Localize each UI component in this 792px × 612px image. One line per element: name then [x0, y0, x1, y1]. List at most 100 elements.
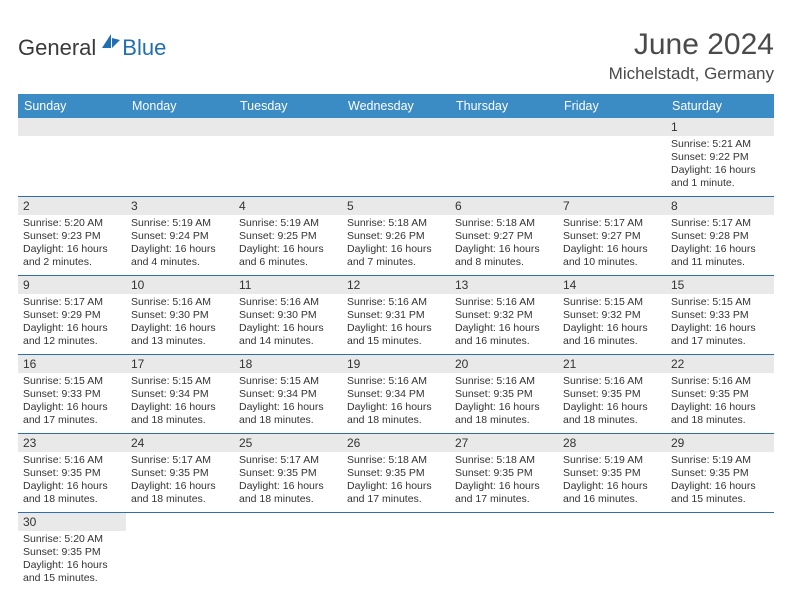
day-number: 8	[666, 197, 774, 215]
daylight-line: Daylight: 16 hours and 15 minutes.	[23, 559, 121, 585]
sunset-line: Sunset: 9:34 PM	[239, 388, 337, 401]
calendar-cell: 14Sunrise: 5:15 AMSunset: 9:32 PMDayligh…	[558, 276, 666, 355]
empty-daynum-strip	[450, 118, 558, 136]
daylight-line: Daylight: 16 hours and 18 minutes.	[455, 401, 553, 427]
calendar-cell-empty	[234, 118, 342, 197]
calendar-cell: 7Sunrise: 5:17 AMSunset: 9:27 PMDaylight…	[558, 197, 666, 276]
day-details: Sunrise: 5:18 AMSunset: 9:35 PMDaylight:…	[450, 452, 558, 509]
sunrise-line: Sunrise: 5:16 AM	[239, 296, 337, 309]
day-number: 11	[234, 276, 342, 294]
weekday-header: Wednesday	[342, 94, 450, 118]
sunset-line: Sunset: 9:27 PM	[563, 230, 661, 243]
day-details: Sunrise: 5:19 AMSunset: 9:25 PMDaylight:…	[234, 215, 342, 272]
sunset-line: Sunset: 9:30 PM	[239, 309, 337, 322]
calendar-cell: 24Sunrise: 5:17 AMSunset: 9:35 PMDayligh…	[126, 434, 234, 513]
sunrise-line: Sunrise: 5:16 AM	[455, 296, 553, 309]
calendar-cell-empty	[558, 118, 666, 197]
day-number: 4	[234, 197, 342, 215]
day-number: 28	[558, 434, 666, 452]
calendar-row: 9Sunrise: 5:17 AMSunset: 9:29 PMDaylight…	[18, 276, 774, 355]
calendar-cell: 11Sunrise: 5:16 AMSunset: 9:30 PMDayligh…	[234, 276, 342, 355]
sunrise-line: Sunrise: 5:19 AM	[563, 454, 661, 467]
day-details: Sunrise: 5:20 AMSunset: 9:35 PMDaylight:…	[18, 531, 126, 588]
day-details: Sunrise: 5:21 AMSunset: 9:22 PMDaylight:…	[666, 136, 774, 193]
day-number: 10	[126, 276, 234, 294]
calendar-cell-empty	[234, 513, 342, 592]
brand-text-dark: General	[18, 35, 96, 61]
weekday-header-row: SundayMondayTuesdayWednesdayThursdayFrid…	[18, 94, 774, 118]
calendar-body: 1Sunrise: 5:21 AMSunset: 9:22 PMDaylight…	[18, 118, 774, 591]
day-number: 29	[666, 434, 774, 452]
daylight-line: Daylight: 16 hours and 17 minutes.	[23, 401, 121, 427]
daylight-line: Daylight: 16 hours and 17 minutes.	[347, 480, 445, 506]
calendar-table: SundayMondayTuesdayWednesdayThursdayFrid…	[18, 94, 774, 591]
day-number: 21	[558, 355, 666, 373]
title-block: June 2024 Michelstadt, Germany	[609, 28, 774, 84]
day-number: 12	[342, 276, 450, 294]
sunrise-line: Sunrise: 5:16 AM	[131, 296, 229, 309]
calendar-cell: 15Sunrise: 5:15 AMSunset: 9:33 PMDayligh…	[666, 276, 774, 355]
calendar-cell: 28Sunrise: 5:19 AMSunset: 9:35 PMDayligh…	[558, 434, 666, 513]
sunset-line: Sunset: 9:30 PM	[131, 309, 229, 322]
daylight-line: Daylight: 16 hours and 10 minutes.	[563, 243, 661, 269]
day-number: 25	[234, 434, 342, 452]
daylight-line: Daylight: 16 hours and 15 minutes.	[671, 480, 769, 506]
sunset-line: Sunset: 9:22 PM	[671, 151, 769, 164]
day-details: Sunrise: 5:19 AMSunset: 9:35 PMDaylight:…	[666, 452, 774, 509]
calendar-cell: 29Sunrise: 5:19 AMSunset: 9:35 PMDayligh…	[666, 434, 774, 513]
calendar-cell: 19Sunrise: 5:16 AMSunset: 9:34 PMDayligh…	[342, 355, 450, 434]
calendar-row: 30Sunrise: 5:20 AMSunset: 9:35 PMDayligh…	[18, 513, 774, 592]
sunrise-line: Sunrise: 5:21 AM	[671, 138, 769, 151]
calendar-cell-empty	[126, 513, 234, 592]
calendar-row: 2Sunrise: 5:20 AMSunset: 9:23 PMDaylight…	[18, 197, 774, 276]
empty-daynum-strip	[558, 118, 666, 136]
sunrise-line: Sunrise: 5:18 AM	[347, 217, 445, 230]
calendar-cell: 17Sunrise: 5:15 AMSunset: 9:34 PMDayligh…	[126, 355, 234, 434]
sunset-line: Sunset: 9:25 PM	[239, 230, 337, 243]
daylight-line: Daylight: 16 hours and 16 minutes.	[563, 480, 661, 506]
sunset-line: Sunset: 9:34 PM	[131, 388, 229, 401]
day-number: 13	[450, 276, 558, 294]
sunrise-line: Sunrise: 5:19 AM	[671, 454, 769, 467]
sunset-line: Sunset: 9:35 PM	[671, 388, 769, 401]
calendar-cell-empty	[342, 513, 450, 592]
sunrise-line: Sunrise: 5:16 AM	[563, 375, 661, 388]
sunset-line: Sunset: 9:32 PM	[455, 309, 553, 322]
day-number: 17	[126, 355, 234, 373]
day-details: Sunrise: 5:15 AMSunset: 9:33 PMDaylight:…	[666, 294, 774, 351]
day-details: Sunrise: 5:16 AMSunset: 9:35 PMDaylight:…	[450, 373, 558, 430]
day-details: Sunrise: 5:17 AMSunset: 9:29 PMDaylight:…	[18, 294, 126, 351]
sunrise-line: Sunrise: 5:16 AM	[455, 375, 553, 388]
sunrise-line: Sunrise: 5:18 AM	[455, 217, 553, 230]
day-number: 19	[342, 355, 450, 373]
brand-text-blue: Blue	[122, 35, 166, 61]
daylight-line: Daylight: 16 hours and 13 minutes.	[131, 322, 229, 348]
calendar-cell: 12Sunrise: 5:16 AMSunset: 9:31 PMDayligh…	[342, 276, 450, 355]
day-number: 30	[18, 513, 126, 531]
daylight-line: Daylight: 16 hours and 17 minutes.	[671, 322, 769, 348]
calendar-cell: 9Sunrise: 5:17 AMSunset: 9:29 PMDaylight…	[18, 276, 126, 355]
daylight-line: Daylight: 16 hours and 17 minutes.	[455, 480, 553, 506]
calendar-cell: 27Sunrise: 5:18 AMSunset: 9:35 PMDayligh…	[450, 434, 558, 513]
weekday-header: Sunday	[18, 94, 126, 118]
month-title: June 2024	[609, 28, 774, 62]
day-number: 15	[666, 276, 774, 294]
weekday-header: Saturday	[666, 94, 774, 118]
day-details: Sunrise: 5:16 AMSunset: 9:35 PMDaylight:…	[18, 452, 126, 509]
calendar-cell-empty	[342, 118, 450, 197]
daylight-line: Daylight: 16 hours and 8 minutes.	[455, 243, 553, 269]
day-number: 22	[666, 355, 774, 373]
sunset-line: Sunset: 9:35 PM	[671, 467, 769, 480]
day-details: Sunrise: 5:15 AMSunset: 9:32 PMDaylight:…	[558, 294, 666, 351]
sunrise-line: Sunrise: 5:17 AM	[671, 217, 769, 230]
sunset-line: Sunset: 9:33 PM	[671, 309, 769, 322]
calendar-cell-empty	[558, 513, 666, 592]
day-details: Sunrise: 5:17 AMSunset: 9:28 PMDaylight:…	[666, 215, 774, 272]
sunset-line: Sunset: 9:35 PM	[23, 467, 121, 480]
calendar-cell: 18Sunrise: 5:15 AMSunset: 9:34 PMDayligh…	[234, 355, 342, 434]
day-details: Sunrise: 5:16 AMSunset: 9:35 PMDaylight:…	[666, 373, 774, 430]
sunset-line: Sunset: 9:35 PM	[455, 467, 553, 480]
day-details: Sunrise: 5:18 AMSunset: 9:27 PMDaylight:…	[450, 215, 558, 272]
day-details: Sunrise: 5:17 AMSunset: 9:27 PMDaylight:…	[558, 215, 666, 272]
day-details: Sunrise: 5:18 AMSunset: 9:35 PMDaylight:…	[342, 452, 450, 509]
